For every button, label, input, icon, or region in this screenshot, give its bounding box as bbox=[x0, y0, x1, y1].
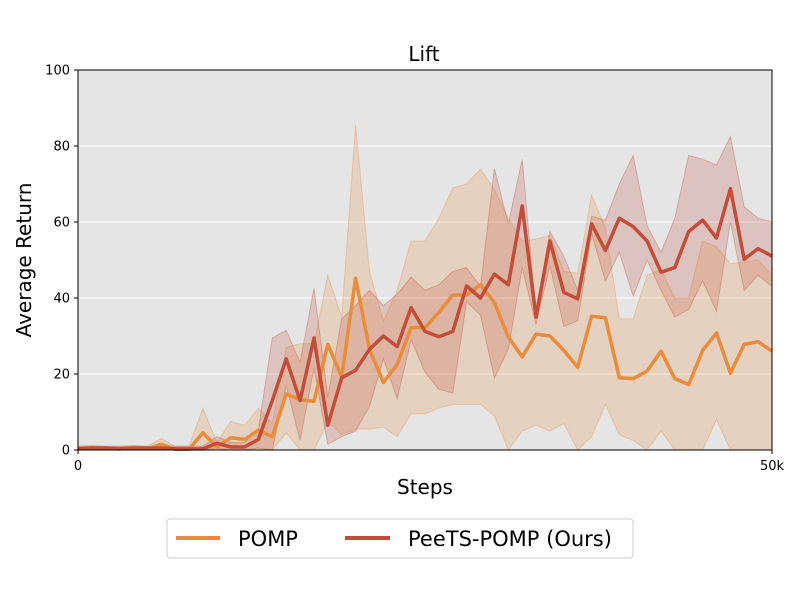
plot-frame bbox=[77, 69, 773, 451]
x-axis-label: Steps bbox=[397, 475, 453, 499]
y-axis-label: Average Return bbox=[12, 183, 36, 338]
y-axis-ticks: 0 20 40 60 80 100 bbox=[45, 64, 78, 459]
plot-area bbox=[77, 69, 773, 452]
line-pomp bbox=[77, 276, 773, 451]
y-tick-label-80: 80 bbox=[53, 140, 70, 155]
y-tick-label-40: 40 bbox=[53, 292, 70, 307]
x-tick-label-0: 0 bbox=[74, 459, 82, 474]
chart-title: Lift bbox=[408, 42, 439, 66]
y-tick-label-100: 100 bbox=[45, 64, 70, 79]
y-tick-label-0: 0 bbox=[62, 444, 70, 459]
x-axis-ticks: 0 50k bbox=[74, 450, 785, 474]
x-tick-label-50k: 50k bbox=[760, 459, 785, 474]
grid-lines bbox=[78, 145, 772, 375]
legend-box bbox=[166, 518, 634, 559]
legend-label-pomp: POMP bbox=[238, 527, 298, 551]
line-peets-pomp-ours bbox=[77, 186, 773, 451]
legend: POMP PeeTS-POMP (Ours) bbox=[166, 518, 634, 559]
y-tick-label-60: 60 bbox=[53, 216, 70, 231]
series-lines bbox=[77, 186, 773, 451]
y-tick-label-20: 20 bbox=[53, 368, 70, 383]
legend-label-peets-pomp: PeeTS-POMP (Ours) bbox=[408, 527, 612, 551]
